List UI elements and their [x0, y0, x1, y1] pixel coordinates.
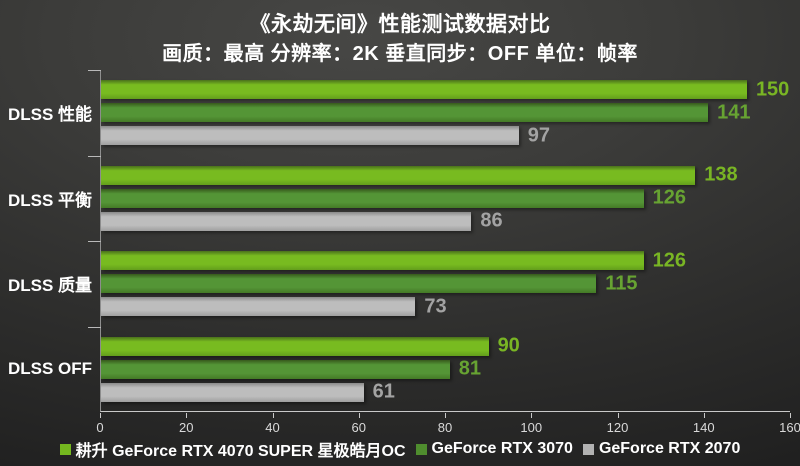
- legend-swatch-icon: [59, 443, 71, 455]
- bar-series1: [101, 251, 644, 271]
- x-axis-tick: [703, 413, 705, 418]
- x-axis-tick: [272, 413, 274, 418]
- x-axis-tick: [186, 413, 188, 418]
- x-axis-tick: [445, 413, 446, 418]
- legend-label: 耕升 GeForce RTX 4070 SUPER 星极皓月OC: [75, 443, 406, 460]
- chart-subtitle: 画质：最高 分辨率：2K 垂直同步：OFF 单位：帧率: [162, 43, 638, 65]
- bar-group: 138 126 86: [101, 156, 790, 242]
- bar-series1: [101, 165, 696, 185]
- bar-group: 126 115 73: [101, 241, 790, 327]
- bar-value-label: 141: [717, 101, 751, 124]
- category-axis-labels: DLSS 性能 DLSS 平衡 DLSS 质量 DLSS OFF: [0, 70, 92, 412]
- x-axis-tick-label: 160: [779, 420, 800, 435]
- y-axis-tick: [88, 241, 101, 242]
- x-axis-tick-label: 100: [520, 420, 543, 435]
- bar-series1: [101, 336, 489, 356]
- bar-series2: [101, 359, 450, 379]
- bar-series2: [101, 188, 644, 208]
- y-axis-tick: [88, 155, 101, 157]
- x-axis-tick-label: 0: [96, 420, 104, 435]
- bar-series3: [101, 382, 364, 402]
- plot-area: 150 141 97 138 126 86 126 115 73 90 81 61: [100, 70, 790, 412]
- bar-series3: [101, 211, 472, 231]
- x-axis-tick-label: 60: [351, 420, 366, 435]
- x-axis-tick-label: 120: [606, 420, 629, 435]
- chart-title: 《永劫无间》性能测试数据对比: [249, 13, 551, 36]
- legend-item-series1: 耕升 GeForce RTX 4070 SUPER 星极皓月OC: [59, 437, 406, 461]
- category-label: DLSS 平衡: [7, 190, 92, 210]
- x-axis-tick-label: 140: [692, 420, 715, 435]
- bar-value-label: 81: [458, 357, 482, 380]
- legend-label: GeForce RTX 3070: [431, 440, 573, 457]
- bar-value-label: 97: [527, 124, 550, 147]
- legend-item-series3: GeForce RTX 2070: [582, 440, 741, 458]
- x-axis-tick-label: 80: [437, 420, 453, 435]
- bar-value-label: 61: [372, 380, 395, 403]
- bar-value-label: 90: [497, 334, 520, 357]
- x-axis-tick-label: 40: [265, 420, 280, 435]
- x-axis-tick: [790, 413, 791, 418]
- bar-series1: [101, 80, 747, 100]
- legend-item-series2: GeForce RTX 3070: [415, 440, 573, 458]
- bar-value-label: 115: [605, 272, 638, 295]
- y-axis-tick: [88, 70, 101, 71]
- legend: 耕升 GeForce RTX 4070 SUPER 星极皓月OC GeForce …: [0, 437, 800, 461]
- category-label: DLSS 性能: [7, 105, 92, 125]
- legend-label: GeForce RTX 2070: [598, 440, 741, 457]
- bar-group: 150 141 97: [101, 70, 790, 156]
- bar-series3: [101, 297, 416, 317]
- bar-value-label: 150: [755, 78, 790, 101]
- x-axis-tick: [617, 413, 619, 418]
- bar-value-label: 126: [652, 249, 686, 272]
- bar-value-label: 126: [652, 186, 686, 209]
- x-axis-tick: [100, 413, 101, 418]
- legend-swatch-icon: [582, 443, 594, 455]
- category-label: DLSS OFF: [7, 359, 92, 379]
- legend-swatch-icon: [415, 443, 427, 455]
- x-axis-tick-label: 20: [179, 420, 194, 435]
- x-axis-tick: [531, 413, 533, 418]
- bar-value-label: 138: [704, 163, 738, 186]
- bar-series2: [101, 103, 709, 123]
- bar-value-label: 73: [424, 295, 447, 318]
- bar-series2: [101, 274, 597, 294]
- bar-group: 90 81 61: [101, 327, 790, 413]
- bar-value-label: 86: [480, 209, 503, 232]
- category-label: DLSS 质量: [7, 276, 92, 296]
- x-axis-tick: [358, 413, 360, 418]
- bar-series3: [101, 126, 519, 146]
- y-axis-tick: [88, 326, 101, 328]
